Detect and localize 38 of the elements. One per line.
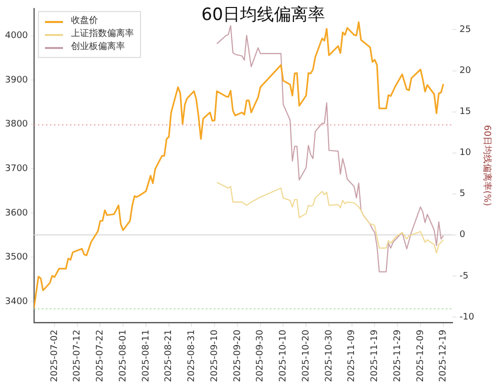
y2-tick-label: 25 xyxy=(460,25,471,36)
y2-tick-label: 10 xyxy=(460,148,472,158)
y2-axis-title: 60日均线偏离率(%) xyxy=(481,125,492,206)
legend-label: 创业板偏离率 xyxy=(70,41,125,54)
x-tick-label: 2025-09-10 xyxy=(210,329,220,382)
x-tick-label: 2025-08-31 xyxy=(187,330,198,382)
x-tick-label: 2025-08-21 xyxy=(164,330,174,382)
x-tick-label: 2025-10-20 xyxy=(301,329,312,382)
y-tick-label: 3600 xyxy=(5,208,28,218)
y2-tick-label: -10 xyxy=(460,312,474,322)
y-tick-label: 3900 xyxy=(5,75,28,86)
y-tick-label: 3400 xyxy=(5,296,28,307)
x-tick-label: 2025-10-30 xyxy=(324,329,334,382)
y2-tick-label: -5 xyxy=(460,271,468,282)
x-tick-label: 2025-08-01 xyxy=(118,330,128,382)
y-tick-label: 3800 xyxy=(5,120,28,130)
legend-label: 上证指数偏离率 xyxy=(70,28,134,42)
y-tick-label: 4000 xyxy=(5,31,28,42)
y2-tick-label: 15 xyxy=(460,107,471,118)
x-tick-label: 2025-08-11 xyxy=(141,330,152,382)
x-tick-label: 2025-11-09 xyxy=(347,329,358,382)
y-tick-label: 3500 xyxy=(5,252,28,263)
y-tick-label: 3700 xyxy=(5,164,28,174)
x-tick-label: 2025-12-19 xyxy=(438,329,449,382)
y2-tick-label: 20 xyxy=(460,66,472,76)
chart-title: 60日均线偏离率 xyxy=(201,4,326,25)
x-tick-label: 2025-09-20 xyxy=(232,329,243,382)
x-tick-label: 2025-10-10 xyxy=(278,329,289,382)
legend-label: 收盘价 xyxy=(70,15,98,28)
x-tick-label: 2025-09-30 xyxy=(256,329,266,382)
y2-tick-label: 0 xyxy=(460,230,466,240)
x-tick-label: 2025-11-19 xyxy=(370,329,380,382)
x-tick-label: 2025-11-29 xyxy=(392,329,403,382)
x-tick-label: 2025-12-09 xyxy=(416,329,426,382)
x-tick-label: 2025-07-02 xyxy=(50,330,60,382)
x-tick-label: 2025-07-12 xyxy=(72,330,83,382)
x-tick-label: 2025-07-22 xyxy=(96,330,106,382)
y2-tick-label: 5 xyxy=(460,189,466,200)
